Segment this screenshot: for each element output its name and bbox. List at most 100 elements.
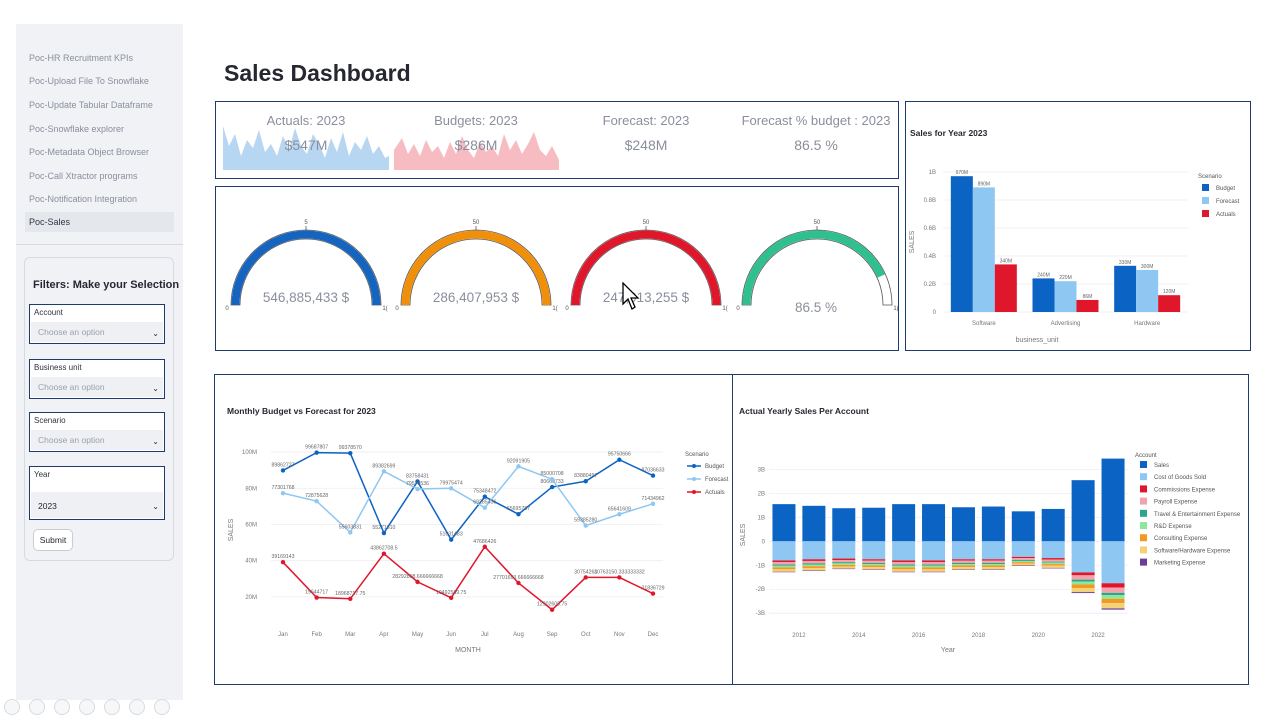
data-point [482, 494, 488, 499]
data-point [482, 505, 488, 510]
stacked-bar-segment [892, 504, 916, 542]
y-tick-label: -1B [756, 563, 765, 569]
toolbar-more-icon[interactable] [154, 699, 170, 715]
gauge-forecast-value: 247,913,255 $ [602, 290, 690, 305]
kpi-forecast-title: Forecast: 2023 [602, 113, 690, 128]
stacked-bar-segment [772, 567, 796, 570]
data-point [617, 457, 622, 462]
account-label: Account [34, 308, 63, 317]
stacked-bar-segment [1071, 588, 1095, 593]
stacked-bar-segment [772, 504, 796, 542]
toolbar-page-icon[interactable] [29, 699, 45, 715]
data-label: 28292808.666666668 [392, 574, 443, 580]
legend-label: Sales [1154, 463, 1169, 469]
stacked-bar-segment [802, 570, 826, 572]
legend-swatch [1202, 197, 1209, 204]
stacked-bar-segment [922, 562, 946, 565]
stacked-bar-segment [1041, 567, 1065, 569]
nav-item-snowflake-explorer[interactable]: Poc-Snowflake explorer [29, 124, 125, 134]
legend-label: Software/Hardware Expense [1154, 548, 1231, 554]
nav-item-sales[interactable]: Poc-Sales [25, 212, 174, 232]
sales-year-chart: 0 0.2B 0.4B 0.6B 0.8B 1B 970M 890M 340M Software 2… [909, 170, 1240, 344]
x-tick-label: Apr [379, 632, 388, 638]
stacked-bar-segment [1011, 556, 1035, 559]
y-tick-label: 1B [758, 515, 765, 521]
data-point [415, 479, 420, 484]
data-label: 75348472 [473, 489, 496, 495]
nav-item-update-dataframe[interactable]: Poc-Update Tabular Dataframe [29, 100, 153, 110]
legend-label: Budget [705, 464, 724, 470]
y-tick-label: 20M [245, 595, 257, 601]
legend-marker [692, 477, 696, 481]
stacked-bar-segment [1071, 584, 1095, 589]
stacked-bar-segment [922, 564, 946, 566]
stacked-bar-segment [892, 564, 916, 566]
legend-swatch [1202, 210, 1209, 217]
budgets-sparkline [394, 132, 559, 170]
year-select[interactable]: Year 2023 ⌄ [29, 466, 165, 520]
stacked-bar-segment [922, 541, 946, 561]
scenario-select[interactable]: Scenario Choose an option ⌄ [29, 412, 165, 452]
submit-button[interactable]: Submit [33, 529, 73, 551]
toolbar-back-icon[interactable] [4, 699, 20, 715]
toolbar-copy-icon[interactable] [79, 699, 95, 715]
data-label: 79579536 [406, 481, 429, 487]
scenario-value[interactable]: Choose an option [31, 430, 163, 450]
stacked-bar-segment [832, 564, 856, 567]
data-label: 21836729 [641, 586, 664, 592]
nav-item-upload-file[interactable]: Poc-Upload File To Snowflake [29, 76, 149, 86]
stacked-bar-segment [1011, 558, 1035, 560]
sidebar-divider [16, 244, 183, 245]
nav-item-notification[interactable]: Poc-Notification Integration [29, 194, 138, 204]
data-label: 83880497 [574, 473, 597, 479]
x-tick-label: 2020 [1032, 633, 1046, 639]
nav-item-hr-recruitment[interactable]: Poc-HR Recruitment KPIs [29, 53, 134, 63]
monthly-chart: 20M 40M 60M 80M 100M Jan Feb Mar Apr May Jun Jul Aug… [228, 445, 729, 654]
nav-item-xtractor[interactable]: Poc-Call Xtractor programs [29, 171, 138, 181]
data-point [415, 486, 420, 492]
stacked-bar-segment [862, 507, 886, 542]
x-tick-label: 2018 [972, 633, 986, 639]
data-point [617, 512, 622, 517]
bar-label: 120M [1163, 289, 1176, 295]
y-axis-title: SALES [228, 518, 235, 541]
x-tick-label: 2014 [852, 633, 866, 639]
gauge-mid-tick-label: 50 [643, 220, 650, 226]
data-point [314, 450, 319, 455]
data-label: 83758431 [406, 473, 429, 479]
legend-label: Forecast [1216, 199, 1240, 205]
stacked-bar-segment [892, 541, 916, 561]
data-point [381, 469, 387, 474]
chevron-down-icon: ⌄ [152, 437, 159, 446]
account-value[interactable]: Choose an option [31, 322, 163, 342]
sales-year-panel: Sales for Year 2023 0 0.2B 0.4B 0.6B 0.8B 1B 9… [905, 101, 1251, 351]
stacked-bar-segment [981, 569, 1005, 570]
data-label: 47686426 [473, 539, 496, 545]
stacked-bar-segment [981, 560, 1005, 563]
stacked-bar-segment [772, 564, 796, 566]
legend-swatch [1140, 546, 1147, 554]
nav-item-metadata-browser[interactable]: Poc-Metadata Object Browser [29, 147, 150, 157]
data-label: 77301768 [271, 485, 294, 491]
y-tick-label: 3B [758, 467, 765, 473]
business-unit-value[interactable]: Choose an option [31, 377, 163, 397]
stacked-bar-segment [862, 562, 886, 565]
stacked-bar-segment [1071, 579, 1095, 582]
kpi-actuals: Actuals: 2023 $547M [221, 102, 391, 178]
y-tick-label: -2B [756, 587, 765, 593]
toolbar-pen-icon[interactable] [54, 699, 70, 715]
stacked-bar-segment [772, 562, 796, 565]
stacked-bar-segment [1101, 598, 1125, 604]
data-label: 79975474 [440, 480, 463, 486]
gauge-min-tick-label: 0 [225, 306, 229, 312]
stacked-bar-segment [832, 559, 856, 563]
toolbar-zoom-icon[interactable] [104, 699, 120, 715]
toolbar-menu-icon[interactable] [129, 699, 145, 715]
account-select[interactable]: Account Choose an option ⌄ [29, 304, 165, 344]
business-unit-select[interactable]: Business unit Choose an option ⌄ [29, 359, 165, 399]
bar-label: 330M [1119, 260, 1132, 266]
x-tick-label: Jun [446, 632, 456, 638]
data-label: 99378570 [339, 445, 362, 451]
year-value[interactable]: 2023 [31, 492, 163, 518]
stacked-bar-segment [951, 560, 975, 563]
